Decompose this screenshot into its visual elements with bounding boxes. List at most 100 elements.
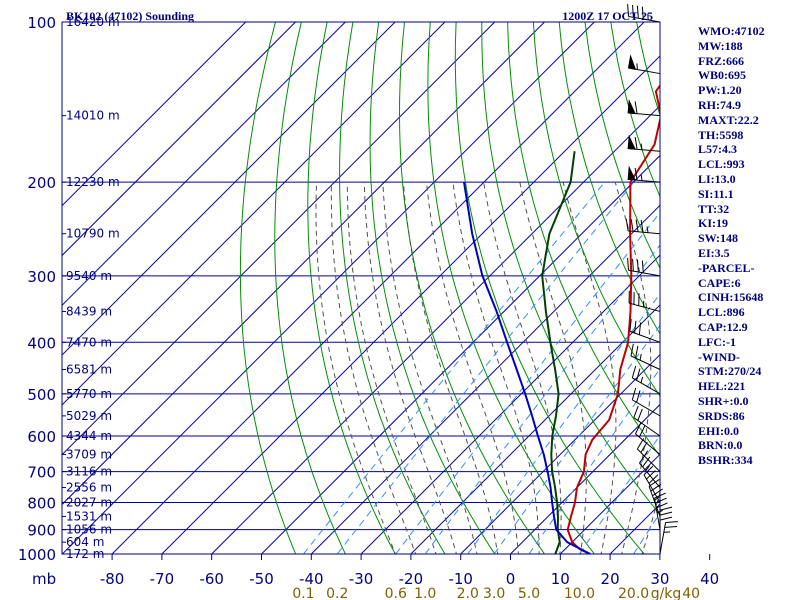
dry-adiabat-line [427, 22, 596, 554]
isotherm-line [62, 22, 496, 456]
moist-adiabat-line [562, 181, 617, 554]
mixing-ratio-line [579, 434, 660, 554]
isotherm-line [310, 204, 660, 554]
mixing-ratio-line [493, 324, 660, 554]
index-item: FRZ:666 [698, 53, 744, 68]
mixing-ratio-label: 0.2 [326, 586, 348, 600]
mixing-ratio-line [528, 368, 660, 554]
dry-adiabat-line [274, 22, 346, 554]
moist-adiabat-line [346, 182, 437, 554]
dry-adiabat-line [369, 22, 496, 554]
wind-barb [625, 218, 661, 235]
sounding-datetime: 1200Z 17 OCT 25 [562, 9, 653, 23]
height-label: 9540 m [66, 269, 112, 283]
index-item: STM:270/24 [698, 364, 762, 379]
index-item: SHR+:0.0 [698, 393, 749, 408]
isotherm-line [360, 254, 660, 554]
height-label: 1531 m [66, 509, 112, 523]
wind-barb [635, 422, 661, 455]
isotherm-line [211, 104, 660, 554]
height-label: 12230 m [66, 175, 120, 189]
height-label: 16420 m [66, 15, 120, 29]
temperature-tick-label: -70 [150, 570, 175, 588]
mixing-ratio-line [467, 293, 660, 554]
pressure-tick-label: 1000 [18, 546, 56, 564]
isotherm-line [62, 22, 545, 506]
mixing-ratio-label: 0.6 [385, 586, 407, 600]
wind-barb [627, 99, 661, 117]
temperature-tick-label: -20 [399, 570, 424, 588]
index-item: MAXT:22.2 [698, 112, 759, 127]
temperature-tick-label: 40 [700, 570, 719, 588]
wind-barb [627, 257, 661, 277]
isotherm-line [460, 353, 660, 554]
index-item: LCL:993 [698, 157, 745, 172]
wind-barb [659, 521, 678, 555]
dewpoint-trace [541, 151, 576, 554]
index-item: -WIND- [698, 349, 740, 364]
index-item: CINH:15648 [698, 290, 764, 305]
moist-adiabat-line [402, 182, 499, 554]
mixing-ratio-line [633, 511, 660, 554]
mb-unit-label: mb [32, 570, 56, 588]
temperature-tick-label: -30 [349, 570, 374, 588]
isotherm-line [410, 304, 660, 554]
isotherm-line [111, 22, 645, 554]
isotherm-line [559, 453, 660, 554]
pressure-tick-label: 700 [27, 464, 56, 482]
height-label: 4344 m [66, 429, 112, 443]
mixing-ratio-label: 0.1 [292, 586, 314, 600]
mixing-ratio-label: 5.0 [518, 586, 540, 600]
mixing-ratio-line [424, 244, 660, 554]
moist-adiabat-line [519, 181, 587, 554]
height-label: 6581 m [66, 363, 112, 377]
isotherm-line [62, 22, 396, 356]
height-label: 172 m [66, 547, 104, 561]
height-label: 2556 m [66, 481, 112, 495]
pressure-tick-label: 600 [27, 428, 56, 446]
dry-adiabat-line [584, 22, 660, 270]
stability-indices-panel: WMO:47102 MW:188 FRZ:666 WB0:695 PW:1.20 RH:7… [698, 24, 798, 468]
moist-adiabat-line [452, 182, 540, 554]
temperature-tick-label: -10 [448, 570, 473, 588]
dry-adiabat-line [307, 22, 396, 554]
mixing-ratio-label: 3.0 [483, 586, 505, 600]
index-item: EI:3.5 [698, 245, 730, 260]
temperature-tick-label: -40 [299, 570, 324, 588]
index-item: WMO:47102 [698, 24, 765, 38]
index-item: EHI:0.0 [698, 423, 740, 438]
index-item: LCL:896 [698, 305, 745, 320]
height-label: 1056 m [66, 523, 112, 537]
index-item: HEL:221 [698, 379, 746, 394]
wind-barb [659, 506, 673, 543]
height-label: 604 m [66, 535, 104, 549]
index-item: -PARCEL- [698, 260, 755, 275]
height-label: 2027 m [66, 495, 112, 509]
temperature-tick-label: 20 [601, 570, 620, 588]
pressure-tick-label: 800 [27, 494, 56, 512]
wind-barb [628, 290, 661, 312]
temperature-tick-label: 10 [551, 570, 570, 588]
temperature-tick-label: -50 [249, 570, 274, 588]
dry-adiabat-line [558, 22, 660, 335]
moist-adiabat-line [483, 182, 562, 554]
isotherm-line [62, 22, 595, 554]
height-label: 5029 m [66, 409, 112, 423]
temperature-tick-label: -60 [199, 570, 224, 588]
pressure-tick-label: 300 [27, 268, 56, 286]
dry-adiabat-line [339, 22, 446, 554]
mixing-ratio-line [395, 211, 660, 554]
index-item: BRN:0.0 [698, 438, 743, 453]
dry-adiabat-line [507, 22, 660, 457]
pressure-tick-label: 900 [27, 522, 56, 540]
wind-barbs [625, 4, 678, 555]
plot-area [62, 22, 660, 554]
wind-barb [631, 387, 661, 417]
index-item: CAP:12.9 [698, 319, 748, 334]
background-grid [62, 22, 660, 554]
dry-adiabat-line [239, 22, 297, 554]
isotherm-line [62, 22, 346, 307]
index-item: WB0:695 [698, 68, 746, 83]
height-label: 3116 m [66, 465, 112, 479]
